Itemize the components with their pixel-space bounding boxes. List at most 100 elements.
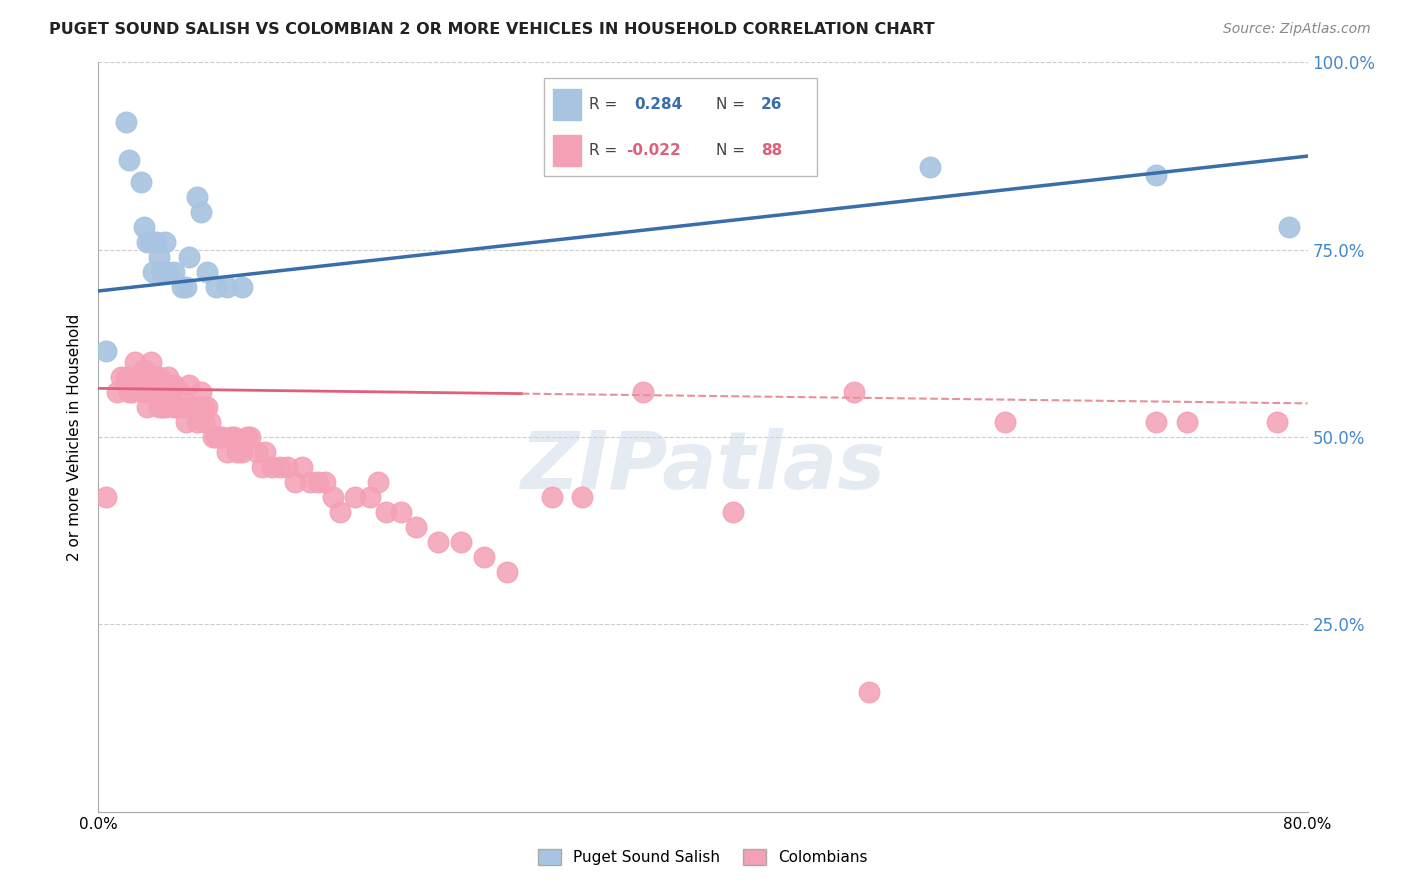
Point bbox=[166, 400, 188, 414]
Point bbox=[110, 370, 132, 384]
Point bbox=[148, 250, 170, 264]
Point bbox=[94, 490, 117, 504]
Text: 0.284: 0.284 bbox=[634, 97, 682, 112]
Point bbox=[150, 265, 173, 279]
Point bbox=[291, 460, 314, 475]
Point bbox=[195, 400, 218, 414]
Point bbox=[150, 377, 173, 392]
Point bbox=[148, 400, 170, 414]
Point bbox=[246, 445, 269, 459]
Text: 26: 26 bbox=[761, 97, 782, 112]
Point bbox=[329, 505, 352, 519]
Point bbox=[307, 475, 329, 489]
Point bbox=[139, 385, 162, 400]
Point bbox=[153, 385, 176, 400]
Point bbox=[374, 505, 396, 519]
Point bbox=[169, 385, 191, 400]
Point bbox=[200, 415, 222, 429]
Point bbox=[163, 265, 186, 279]
Point bbox=[156, 385, 179, 400]
Point bbox=[215, 445, 238, 459]
Point bbox=[918, 161, 941, 175]
Point bbox=[160, 385, 183, 400]
Point bbox=[148, 385, 170, 400]
Point bbox=[231, 445, 253, 459]
Point bbox=[571, 490, 593, 504]
Bar bbox=[553, 136, 581, 166]
Point bbox=[135, 370, 157, 384]
Point bbox=[145, 235, 167, 250]
Point bbox=[858, 685, 880, 699]
Bar bbox=[553, 89, 581, 120]
Point bbox=[135, 235, 157, 250]
Point bbox=[186, 415, 208, 429]
Point bbox=[1144, 415, 1167, 429]
Point bbox=[129, 175, 152, 189]
Point bbox=[1278, 220, 1301, 235]
Point bbox=[135, 400, 157, 414]
Point bbox=[723, 505, 745, 519]
Point bbox=[253, 445, 276, 459]
Text: R =: R = bbox=[589, 97, 617, 112]
Point bbox=[994, 415, 1017, 429]
Point bbox=[118, 385, 141, 400]
Point bbox=[179, 250, 201, 264]
Point bbox=[132, 362, 155, 376]
Point bbox=[472, 549, 495, 564]
Point bbox=[142, 265, 165, 279]
Point bbox=[94, 343, 117, 358]
Point bbox=[540, 490, 562, 504]
Point bbox=[174, 415, 197, 429]
Point bbox=[142, 370, 165, 384]
Point bbox=[163, 377, 186, 392]
Point bbox=[250, 460, 273, 475]
Text: Source: ZipAtlas.com: Source: ZipAtlas.com bbox=[1223, 22, 1371, 37]
Point bbox=[844, 385, 866, 400]
Point bbox=[224, 430, 246, 444]
Point bbox=[211, 430, 233, 444]
Point bbox=[150, 400, 173, 414]
Point bbox=[141, 235, 163, 250]
Point bbox=[405, 520, 427, 534]
Point bbox=[495, 565, 517, 579]
Point bbox=[145, 370, 167, 384]
Point bbox=[215, 280, 238, 294]
Text: N =: N = bbox=[716, 97, 745, 112]
Point bbox=[114, 370, 136, 384]
Point bbox=[208, 430, 231, 444]
Point bbox=[360, 490, 382, 504]
Point bbox=[156, 265, 179, 279]
Point bbox=[118, 153, 141, 167]
Point bbox=[179, 377, 201, 392]
Point bbox=[124, 355, 146, 369]
Point bbox=[344, 490, 367, 504]
Point bbox=[322, 490, 344, 504]
Point bbox=[163, 400, 186, 414]
Point bbox=[450, 535, 472, 549]
Point bbox=[262, 460, 284, 475]
Point bbox=[170, 280, 193, 294]
Point bbox=[181, 400, 204, 414]
Point bbox=[132, 220, 155, 235]
Point bbox=[631, 385, 654, 400]
Point bbox=[141, 355, 163, 369]
Point bbox=[145, 385, 167, 400]
Point bbox=[190, 205, 212, 219]
Point bbox=[153, 235, 176, 250]
Point bbox=[114, 115, 136, 129]
Point bbox=[1267, 415, 1289, 429]
Text: 88: 88 bbox=[761, 144, 782, 158]
Point bbox=[235, 430, 257, 444]
Point bbox=[193, 400, 215, 414]
Legend: Puget Sound Salish, Colombians: Puget Sound Salish, Colombians bbox=[531, 843, 875, 871]
Point bbox=[195, 265, 218, 279]
Point bbox=[190, 385, 212, 400]
Point bbox=[314, 475, 336, 489]
Point bbox=[186, 190, 208, 204]
Point bbox=[269, 460, 291, 475]
Point bbox=[156, 370, 179, 384]
Text: R =: R = bbox=[589, 144, 617, 158]
Point bbox=[202, 430, 225, 444]
Point bbox=[105, 385, 128, 400]
Text: ZIPatlas: ZIPatlas bbox=[520, 428, 886, 506]
